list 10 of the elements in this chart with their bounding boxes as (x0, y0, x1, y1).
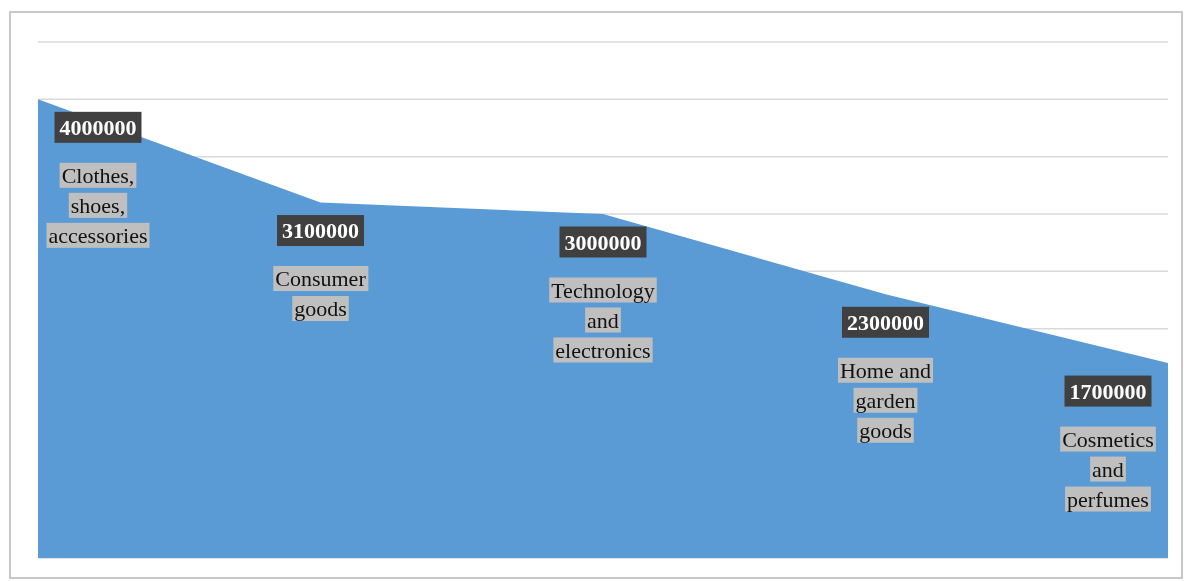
data-label: 1700000 (1069, 378, 1147, 404)
data-label: 3100000 (282, 218, 359, 244)
x-tick-label: Technology and electronics (551, 277, 655, 363)
data-label: 3000000 (564, 229, 642, 255)
x-tick-label: Cosmetics and perfumes (1062, 426, 1154, 512)
x-tick-label: Clothes, shoes, accessories (48, 162, 148, 248)
x-tick-label: Home and garden goods (839, 357, 932, 443)
data-label: 2300000 (847, 309, 924, 335)
x-tick-label: Consumer goods (275, 266, 367, 322)
data-label: 4000000 (59, 114, 137, 140)
